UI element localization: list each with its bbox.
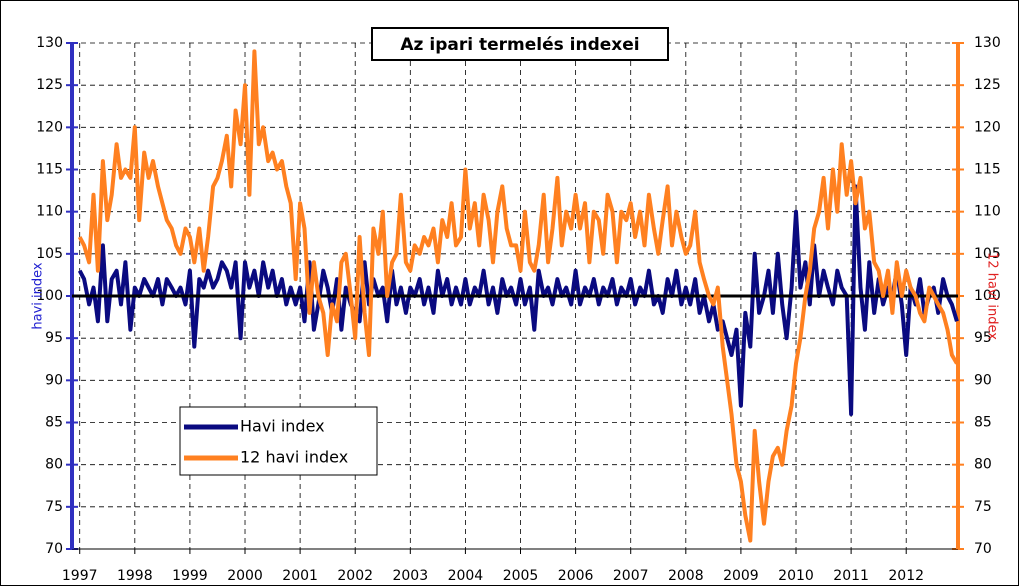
x-tick-label: 2002 [337,568,373,584]
chart-title: Az ipari termelés indexei [400,35,639,55]
y-tick-label: 130 [36,35,63,51]
y2-tick-label: 100 [974,288,1001,304]
x-tick-label: 2009 [723,568,759,584]
x-tick-label: 2007 [613,568,649,584]
y2-axis-label: 12 havi index [985,252,1000,340]
y-tick-label: 70 [45,541,63,557]
y-tick-label: 95 [45,330,63,346]
legend-label: Havi index [240,417,325,436]
series-line [77,49,959,543]
x-tick-label: 2005 [503,568,539,584]
y-tick-label: 110 [36,204,63,220]
y2-tick-label: 130 [974,35,1001,51]
title-box [371,27,669,61]
y-tick-label: 90 [45,372,63,388]
x-tick-label: 2001 [282,568,318,584]
x-tick-label: 2011 [833,568,869,584]
y2-tick-label: 110 [974,204,1001,220]
y-tick-label: 80 [45,457,63,473]
y2-tick-label: 115 [974,162,1001,178]
y-tick-label: 85 [45,415,63,431]
y-tick-label: 115 [36,162,63,178]
y2-tick-label: 90 [974,372,992,388]
y2-tick-label: 120 [974,119,1001,135]
y-tick-label: 125 [36,77,63,93]
legend-box [179,406,378,476]
y2-tick-label: 70 [974,541,992,557]
y-axis-label: havi index [31,262,46,330]
y-tick-label: 120 [36,119,63,135]
y-tick-label: 75 [45,499,63,515]
y-tick-label: 105 [36,246,63,262]
x-tick-label: 2004 [448,568,484,584]
y2-tick-label: 85 [974,415,992,431]
x-tick-label: 2008 [668,568,704,584]
y-tick-label: 100 [36,288,63,304]
x-tick-label: 2012 [888,568,924,584]
x-tick-label: 2000 [227,568,263,584]
x-tick-label: 1997 [62,568,98,584]
y2-tick-label: 80 [974,457,992,473]
x-tick-label: 1998 [117,568,153,584]
legend-label: 12 havi index [240,448,348,467]
y2-tick-label: 75 [974,499,992,515]
y2-tick-label: 95 [974,330,992,346]
y2-tick-label: 125 [974,77,1001,93]
x-tick-label: 1999 [172,568,208,584]
x-tick-label: 2006 [558,568,594,584]
x-tick-label: 2003 [392,568,428,584]
x-tick-label: 2010 [778,568,814,584]
y2-tick-label: 105 [974,246,1001,262]
